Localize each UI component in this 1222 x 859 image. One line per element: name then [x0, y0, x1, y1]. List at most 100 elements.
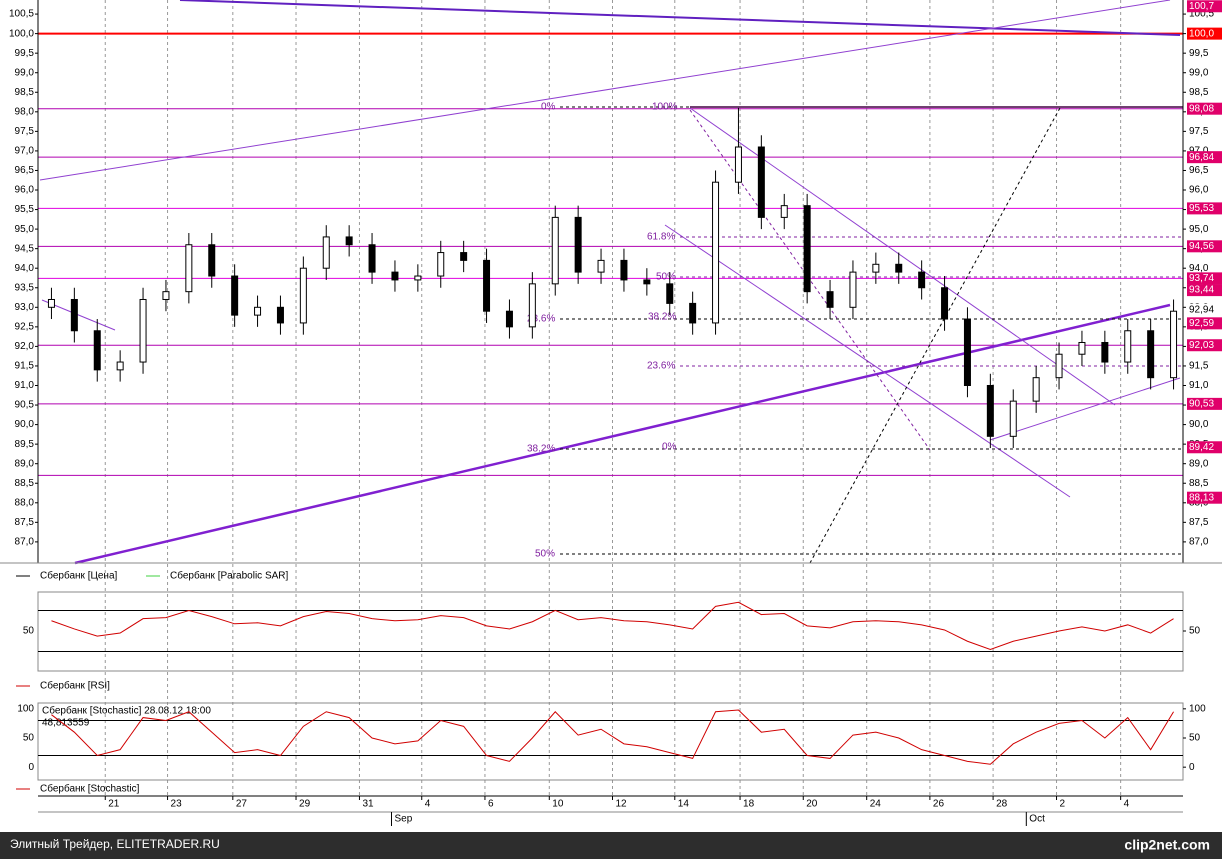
- y-tick-label: 100,0: [9, 28, 34, 39]
- candle-body: [1124, 330, 1132, 363]
- y-tick-label: 0: [28, 762, 34, 773]
- trendline: [74, 303, 1171, 565]
- y-tick-label: 100: [17, 703, 34, 714]
- rsi-line: [51, 601, 1174, 650]
- candle-body: [1032, 377, 1040, 402]
- candle-body: [460, 252, 468, 261]
- price-tag: [1187, 317, 1222, 330]
- y-tick-label: 96,0: [1189, 185, 1209, 196]
- fib-label: 50%: [535, 549, 555, 560]
- legend-label: Сбербанк [Parabolic SAR]: [170, 570, 289, 582]
- price-tag: [1187, 151, 1222, 164]
- candle-body: [1055, 353, 1063, 379]
- price-tag-label: 96,84: [1189, 152, 1214, 163]
- candle-body: [734, 146, 742, 183]
- channel-line: [989, 377, 1181, 441]
- price-tag-label: 100,7: [1189, 1, 1214, 12]
- candle-body: [872, 263, 880, 273]
- y-tick-label: 96,5: [1189, 165, 1209, 176]
- rsi-frame: [37, 591, 1184, 672]
- y-tick-label: 99,0: [15, 67, 35, 78]
- y-tick-label: 96,5: [15, 165, 35, 176]
- y-tick-label: 100: [1189, 703, 1206, 714]
- fib-label: 38.2%: [527, 444, 555, 455]
- price-tag: [1187, 441, 1222, 454]
- legend-label: Сбербанк [RSI]: [40, 680, 110, 692]
- price-tag-label: 92,03: [1189, 340, 1214, 351]
- fan-line: [809, 107, 1061, 564]
- x-tick-label: 4: [1124, 799, 1130, 810]
- y-tick-label: 100,5: [1189, 9, 1214, 20]
- candle-body: [185, 244, 193, 293]
- y-tick-label: 99,0: [1189, 67, 1209, 78]
- price-tag: [1187, 491, 1222, 504]
- y-tick-label: 87,0: [15, 537, 35, 548]
- candle-body: [93, 330, 101, 371]
- fib-label: 100%: [652, 102, 678, 113]
- x-tick-label: 31: [362, 799, 374, 810]
- y-tick-label: 97,5: [1189, 126, 1209, 137]
- y-tick-label: 94,0: [15, 263, 35, 274]
- legend-label: Сбербанк [Цена]: [40, 570, 118, 582]
- footer-bar: [0, 832, 1222, 859]
- price-tag: [1187, 202, 1222, 215]
- legend-label: Сбербанк [Stochastic]: [40, 783, 140, 795]
- price-tag: [1187, 240, 1222, 253]
- y-tick-label: 92,0: [15, 341, 35, 352]
- candle-body: [574, 216, 582, 273]
- y-tick-label: 95,0: [1189, 224, 1209, 235]
- y-tick-label: 95,0: [15, 224, 35, 235]
- candle-body: [895, 263, 903, 273]
- candle-body: [299, 267, 307, 324]
- y-tick-label: 98,5: [15, 87, 35, 98]
- price-tag-label: 89,42: [1189, 442, 1214, 453]
- x-tick-label: 21: [108, 799, 120, 810]
- price-tag-label: 98,08: [1189, 103, 1214, 114]
- candle-body: [597, 259, 605, 273]
- price-tag-label: 88,13: [1189, 492, 1214, 503]
- price-tag: [1187, 339, 1222, 352]
- x-tick-label: 28: [996, 799, 1008, 810]
- stoch-readout: 48,813559: [42, 718, 90, 729]
- fib-label: 23.6%: [527, 314, 555, 325]
- candle-body: [139, 298, 147, 363]
- y-tick-label: 90,0: [1189, 419, 1209, 430]
- stoch-frame: [37, 702, 1184, 781]
- x-tick-label: 27: [236, 799, 248, 810]
- candle-body: [437, 252, 445, 277]
- candle-body: [712, 181, 720, 324]
- y-tick-label: 92,5: [15, 321, 35, 332]
- candle-body: [918, 271, 926, 289]
- price-tag: [1187, 397, 1222, 410]
- candle-body: [231, 275, 239, 316]
- y-tick-label: 89,0: [1189, 458, 1209, 469]
- x-tick-label: 10: [552, 799, 564, 810]
- candle-body: [1147, 330, 1155, 379]
- candle-body: [986, 384, 994, 437]
- y-tick-label: 89,5: [15, 439, 35, 450]
- fib-label: 61.8%: [647, 232, 675, 243]
- candle-body: [368, 244, 376, 273]
- y-tick-label: 88,0: [15, 497, 35, 508]
- y-tick-label: 100,5: [9, 9, 34, 20]
- price-tag: [1187, 284, 1222, 297]
- price-tag-label: 93,44: [1189, 285, 1214, 296]
- candle-body: [1078, 341, 1086, 355]
- candle-body: [414, 275, 422, 281]
- fib-labels: 0% 100% 61.8% 50% 38.2% 23.6% 23.6% 38.2…: [527, 102, 678, 560]
- y-tick-label: 88,5: [1189, 478, 1209, 489]
- x-tick-label: 24: [870, 799, 882, 810]
- candle-body: [941, 287, 949, 320]
- footer-text: Элитный Трейдер, ELITETRADER.RU: [10, 837, 220, 851]
- price-tag-label: 93,74: [1189, 273, 1214, 284]
- candle-body: [116, 361, 124, 371]
- candle-body: [643, 279, 651, 285]
- y-tick-label: 93,5: [15, 282, 35, 293]
- trendline: [39, 0, 1171, 181]
- y-tick-label: 97,0: [1189, 146, 1209, 157]
- candle-body: [47, 298, 55, 308]
- legends: Сбербанк [Цена] Сбербанк [Parabolic SAR]…: [16, 570, 289, 795]
- price-tag-label: 92,59: [1189, 318, 1214, 329]
- x-tick-label: 2: [1060, 799, 1066, 810]
- candle-body: [780, 205, 788, 218]
